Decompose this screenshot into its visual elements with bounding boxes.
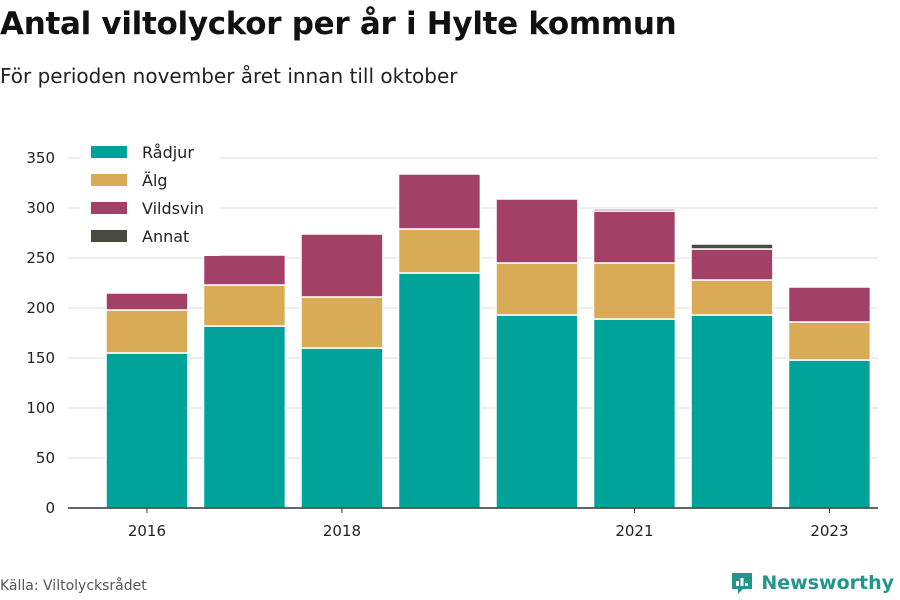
bar-segment-älg (105, 309, 189, 354)
bar-segment-vildsvin (495, 198, 579, 264)
brand-name: Newsworthy (761, 572, 894, 594)
x-tick-label: 2023 (810, 522, 848, 540)
legend-swatch (91, 230, 127, 242)
bar-stack (300, 233, 384, 509)
y-axis: 0 50 100 150 200 250 300 350 (26, 149, 55, 517)
source-note: Källa: Viltolycksrådet (0, 578, 147, 594)
legend-swatch (91, 202, 127, 214)
legend-swatch (91, 146, 127, 158)
y-tick-label: 300 (26, 199, 55, 217)
bar-stack (495, 198, 579, 509)
bar-stack (787, 286, 872, 509)
bar-segment-rådjur (592, 318, 677, 509)
bar-segment-älg (690, 279, 774, 316)
newsworthy-logo-icon (732, 573, 753, 594)
bar-stacks (105, 173, 872, 509)
bar-segment-rådjur (787, 359, 872, 509)
bar-segment-älg (300, 296, 384, 349)
bar-segment-rådjur (202, 325, 287, 509)
x-tick-label: 2016 (128, 522, 166, 540)
y-tick-label: 0 (45, 499, 55, 517)
newsworthy-logo: Newsworthy (729, 570, 894, 596)
x-tick-label: 2018 (323, 522, 361, 540)
legend-label: Vildsvin (142, 199, 204, 218)
stacked-bar-chart: 0 50 100 150 200 250 300 350 2016 2018 2021 2023 R… (26, 138, 878, 540)
legend: Rådjur Älg Vildsvin Annat (80, 138, 220, 256)
x-tick-label: 2021 (615, 522, 653, 540)
legend-label: Rådjur (142, 143, 194, 162)
bar-segment-vildsvin (300, 233, 384, 298)
y-tick-label: 50 (36, 449, 55, 467)
bar-segment-rådjur (300, 347, 384, 509)
bar-segment-rådjur (397, 272, 482, 509)
bar-stack (202, 254, 287, 509)
bar-segment-annat (592, 208, 677, 212)
bar-stack (690, 243, 774, 509)
bar-segment-rådjur (690, 314, 774, 509)
legend-swatch (91, 174, 127, 186)
bar-segment-älg (202, 284, 287, 327)
bar-stack (397, 173, 482, 509)
chart-subtitle: För perioden november året innan till ok… (0, 64, 458, 88)
bar-segment-älg (592, 262, 677, 320)
x-axis: 2016 2018 2021 2023 (68, 507, 878, 540)
y-tick-label: 150 (26, 349, 55, 367)
legend-label: Annat (142, 227, 189, 246)
bar-stack (105, 292, 189, 509)
bar-segment-vildsvin (690, 248, 774, 281)
chart-title: Antal viltolyckor per år i Hylte kommun (0, 6, 677, 42)
y-tick-label: 350 (26, 149, 55, 167)
bar-segment-älg (787, 321, 872, 361)
bar-segment-vildsvin (105, 292, 189, 311)
bar-segment-vildsvin (397, 173, 482, 230)
y-tick-label: 200 (26, 299, 55, 317)
y-tick-label: 250 (26, 249, 55, 267)
bar-segment-rådjur (105, 352, 189, 509)
bar-segment-annat (690, 243, 774, 250)
legend-label: Älg (142, 171, 168, 190)
y-tick-label: 100 (26, 399, 55, 417)
bar-segment-rådjur (495, 314, 579, 509)
bar-stack (592, 208, 677, 509)
bar-segment-älg (397, 228, 482, 274)
bar-segment-vildsvin (202, 254, 287, 286)
bar-segment-vildsvin (592, 210, 677, 264)
bar-segment-vildsvin (787, 286, 872, 323)
bar-segment-älg (495, 262, 579, 316)
